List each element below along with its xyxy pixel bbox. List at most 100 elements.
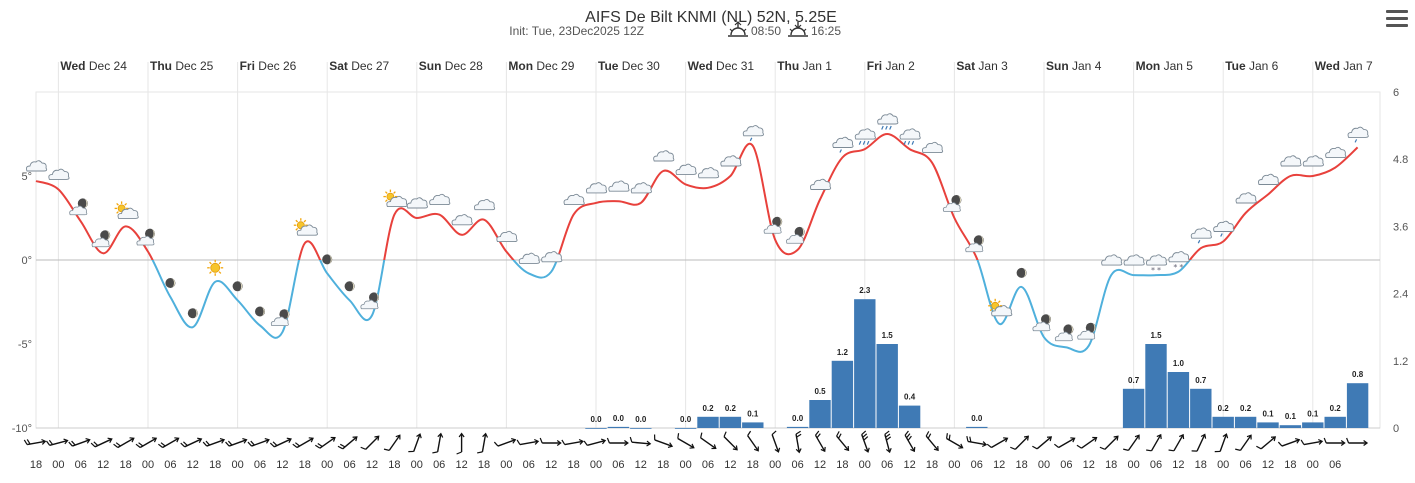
- hour-label: 18: [1195, 459, 1207, 471]
- day-label-dow: Wed: [60, 59, 85, 73]
- wind-feather: [337, 445, 343, 450]
- partly-cloudy-night-icon: [1032, 314, 1051, 332]
- precip-bar: [607, 426, 630, 428]
- light-rain-icon: [832, 136, 854, 153]
- cloud-shape: [1101, 254, 1123, 266]
- rain-drop: [903, 140, 907, 145]
- wind-barb: [946, 433, 964, 449]
- hour-label: 06: [971, 459, 983, 471]
- precip-bar: [1346, 383, 1369, 428]
- wind-shaft: [1104, 436, 1119, 450]
- moon-light: [778, 217, 782, 227]
- hour-label: 06: [523, 459, 535, 471]
- wind-head: [1092, 436, 1098, 442]
- snow-flake: *: [1173, 263, 1177, 272]
- wind-feather: [1010, 446, 1016, 450]
- moon-light: [979, 235, 984, 246]
- wind-head: [753, 446, 759, 452]
- cloud-shape: [675, 163, 697, 175]
- wind-barb: [1010, 435, 1030, 450]
- wind-head: [63, 438, 69, 445]
- wind-shaft: [342, 436, 357, 450]
- wind-feather: [863, 436, 869, 441]
- wind-feather: [292, 443, 298, 448]
- wind-shaft: [677, 437, 694, 449]
- hour-label: 18: [657, 459, 669, 471]
- wind-feather: [180, 442, 186, 448]
- wind-head: [820, 446, 826, 453]
- moon-light: [285, 309, 289, 319]
- precip-bar: [742, 422, 764, 428]
- day-label-date: Jan 2: [882, 59, 915, 73]
- precip-bar: [854, 299, 876, 428]
- wind-feather: [1256, 445, 1262, 450]
- cloud-group: [69, 205, 88, 216]
- wind-shaft: [49, 439, 68, 447]
- wind-barb: [723, 431, 738, 451]
- hour-labels: 18 00 06 12 18 00 06 12 18 00 06 12 18 00 06 12 18 00 06 12…: [30, 459, 1341, 471]
- hour-label: 18: [926, 459, 938, 471]
- wind-barb: [1076, 436, 1098, 449]
- wind-feather: [886, 436, 892, 441]
- wind-barb: [1235, 434, 1252, 451]
- clear-night-icon: [232, 281, 243, 292]
- precip-bar-label: 0.8: [1352, 370, 1364, 379]
- wind-head: [197, 437, 203, 444]
- wind-feather: [1214, 450, 1221, 453]
- cloudy-icon: [585, 182, 608, 194]
- cloud-shape: [429, 193, 451, 206]
- wind-shaft: [319, 437, 335, 449]
- day-label-date: Jan 6: [1246, 59, 1279, 73]
- moon-disc: [344, 281, 355, 292]
- wind-feather: [1300, 439, 1305, 445]
- cloud-shape: [406, 197, 428, 209]
- wind-head: [600, 438, 607, 445]
- wind-shaft: [723, 436, 738, 450]
- cloudy-icon: [1325, 146, 1347, 159]
- rain-drop: [858, 140, 862, 145]
- precip-tick-label: 0: [1393, 423, 1399, 435]
- wind-shaft: [251, 439, 269, 447]
- precip-bar-label: 0.7: [1128, 376, 1140, 385]
- wind-shaft: [117, 437, 134, 449]
- precip-bar-label: 0.2: [702, 404, 714, 413]
- wind-barb: [516, 438, 540, 446]
- wind-head: [395, 434, 401, 440]
- cloud-group: [136, 235, 155, 246]
- light-rain-icon: [1190, 227, 1212, 244]
- wind-barb: [493, 438, 517, 447]
- cloud-group: [1077, 329, 1096, 340]
- precip-tick-label: 4.8: [1393, 154, 1408, 166]
- precip-bar: [630, 428, 652, 429]
- moon-light: [238, 281, 243, 292]
- precip-bar: [876, 344, 898, 428]
- wind-barb: [795, 430, 802, 454]
- partly-cloudy-night-icon: [965, 235, 984, 253]
- cloudy-icon: [608, 180, 630, 192]
- wind-shaft: [1281, 439, 1300, 447]
- hour-label: 00: [411, 459, 423, 471]
- partly-cloudy-night-icon: [942, 195, 962, 212]
- wind-head: [174, 437, 180, 443]
- wind-head: [885, 447, 892, 454]
- wind-barb: [606, 437, 629, 446]
- cloudy-icon: [1235, 192, 1257, 204]
- rain-drop: [889, 125, 892, 130]
- sun-ray: [393, 191, 396, 194]
- cloudy-icon: [653, 150, 675, 162]
- partly-cloudy-night-icon: [360, 292, 379, 310]
- precip-bar: [786, 426, 809, 428]
- cloud-shape: [91, 237, 110, 248]
- clear-night-icon: [255, 306, 265, 317]
- day-label: Sun Dec 28: [419, 59, 483, 73]
- day-label-dow: Sat: [329, 59, 348, 73]
- precip-bar-label: 1.5: [882, 331, 894, 340]
- wind-barb: [1032, 436, 1053, 450]
- wind-barb: [1191, 433, 1207, 452]
- wind-head: [774, 447, 781, 453]
- menu-icon[interactable]: [1386, 10, 1408, 30]
- sun-ray: [116, 211, 119, 214]
- sun-ray: [384, 191, 388, 194]
- wind-feather: [227, 440, 233, 446]
- day-label-dow: Wed: [688, 59, 713, 73]
